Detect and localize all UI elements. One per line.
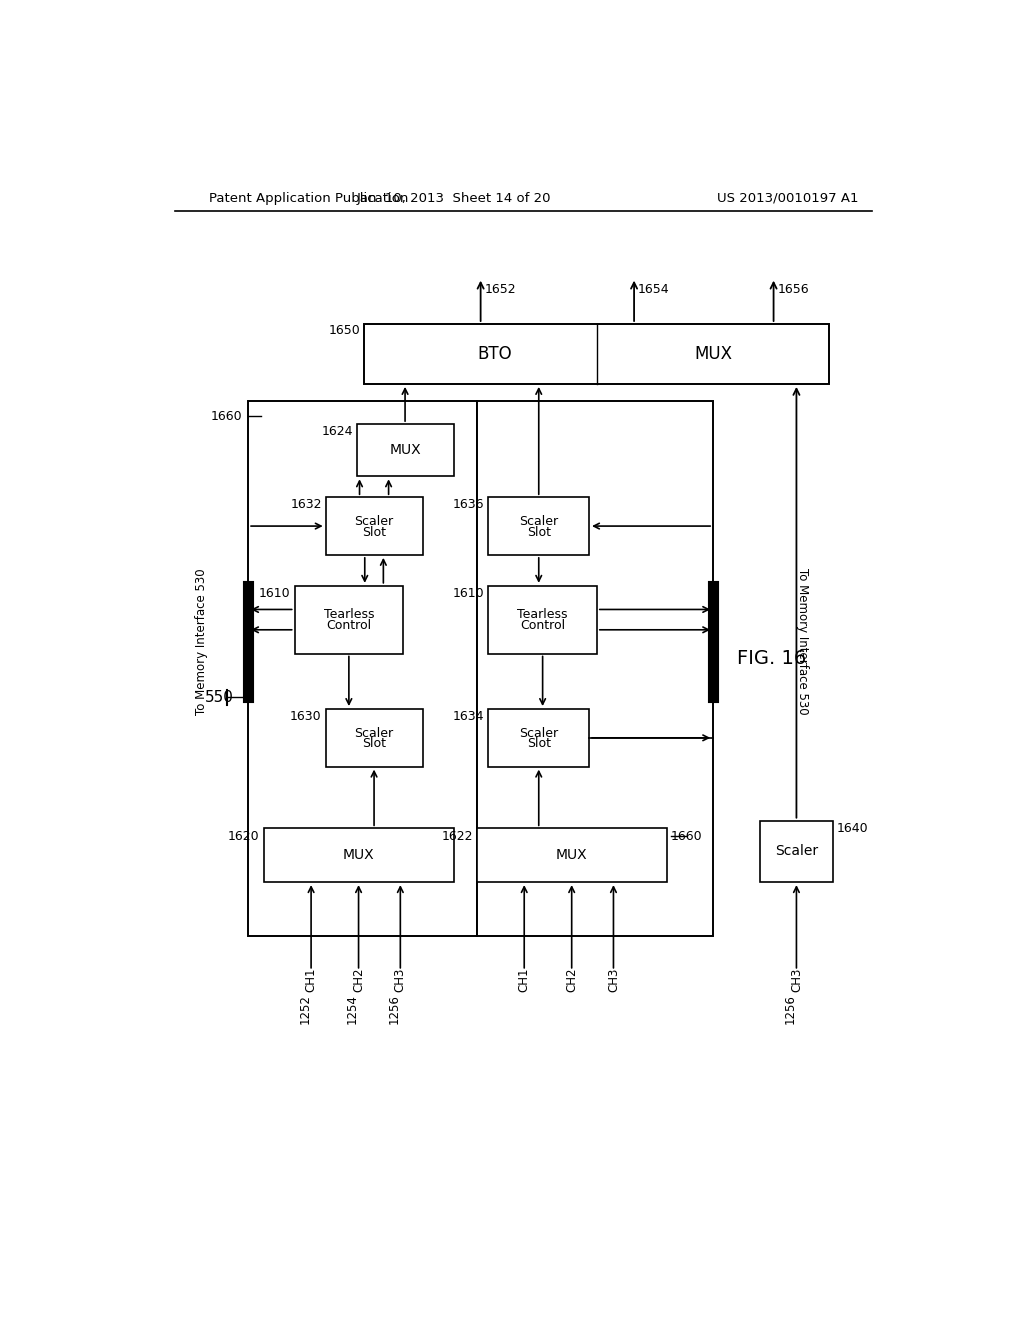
Text: MUX: MUX: [389, 444, 421, 457]
Text: 1660: 1660: [671, 829, 702, 842]
Text: 1630: 1630: [290, 710, 322, 723]
Text: CH3: CH3: [607, 968, 620, 993]
Text: CH1: CH1: [304, 968, 317, 993]
Text: To Memory Interface 530: To Memory Interface 530: [196, 568, 208, 714]
Bar: [477, 401, 713, 936]
Text: 1652: 1652: [484, 282, 516, 296]
Text: Scaler: Scaler: [354, 727, 393, 739]
Text: 1640: 1640: [838, 822, 868, 834]
Text: 1610: 1610: [259, 587, 291, 601]
Text: Jan. 10, 2013  Sheet 14 of 20: Jan. 10, 2013 Sheet 14 of 20: [356, 191, 551, 205]
Text: CH3: CH3: [394, 968, 407, 993]
Text: MUX: MUX: [694, 345, 732, 363]
Text: CH2: CH2: [565, 968, 579, 993]
Text: 1660: 1660: [211, 409, 243, 422]
Text: 1256: 1256: [388, 994, 400, 1024]
Bar: [295, 586, 403, 653]
Text: BTO: BTO: [477, 345, 512, 363]
Text: CH3: CH3: [790, 968, 803, 993]
Text: 1620: 1620: [228, 829, 260, 842]
Bar: [248, 401, 477, 936]
Bar: [365, 323, 829, 384]
Bar: [326, 709, 423, 767]
Text: 1634: 1634: [453, 710, 484, 723]
Bar: [488, 709, 589, 767]
Text: CH1: CH1: [518, 968, 530, 993]
Text: Control: Control: [520, 619, 565, 631]
Text: 1636: 1636: [453, 499, 484, 511]
Text: 1654: 1654: [638, 282, 670, 296]
Text: 1610: 1610: [453, 587, 484, 601]
Bar: [263, 829, 454, 882]
Text: 1256: 1256: [783, 994, 797, 1024]
Text: 1254: 1254: [346, 994, 358, 1024]
Text: Slot: Slot: [526, 525, 551, 539]
Text: CH2: CH2: [352, 968, 366, 993]
Text: Control: Control: [327, 619, 372, 631]
Bar: [477, 829, 667, 882]
Text: 1622: 1622: [441, 829, 473, 842]
Text: Slot: Slot: [362, 525, 386, 539]
Text: 1632: 1632: [290, 499, 322, 511]
Text: Scaler: Scaler: [519, 515, 558, 528]
Text: 1252: 1252: [298, 994, 311, 1024]
Text: 1624: 1624: [322, 425, 352, 438]
Text: 550: 550: [205, 690, 233, 705]
Text: Patent Application Publication: Patent Application Publication: [209, 191, 409, 205]
Bar: [356, 424, 454, 477]
Text: FIG. 16: FIG. 16: [736, 649, 806, 668]
Bar: [488, 586, 597, 653]
Text: 1650: 1650: [329, 323, 360, 337]
Text: Tearless: Tearless: [517, 607, 568, 620]
Text: 1656: 1656: [777, 282, 809, 296]
Text: Tearless: Tearless: [324, 607, 374, 620]
Text: Scaler: Scaler: [354, 515, 393, 528]
Text: Slot: Slot: [362, 738, 386, 751]
Text: MUX: MUX: [556, 849, 588, 862]
Text: Scaler: Scaler: [519, 727, 558, 739]
Text: Slot: Slot: [526, 738, 551, 751]
Bar: [326, 498, 423, 554]
Text: US 2013/0010197 A1: US 2013/0010197 A1: [717, 191, 858, 205]
Bar: [760, 821, 834, 882]
Text: MUX: MUX: [343, 849, 375, 862]
Text: To Memory Interface 530: To Memory Interface 530: [796, 568, 809, 714]
Bar: [488, 498, 589, 554]
Text: Scaler: Scaler: [775, 845, 818, 858]
